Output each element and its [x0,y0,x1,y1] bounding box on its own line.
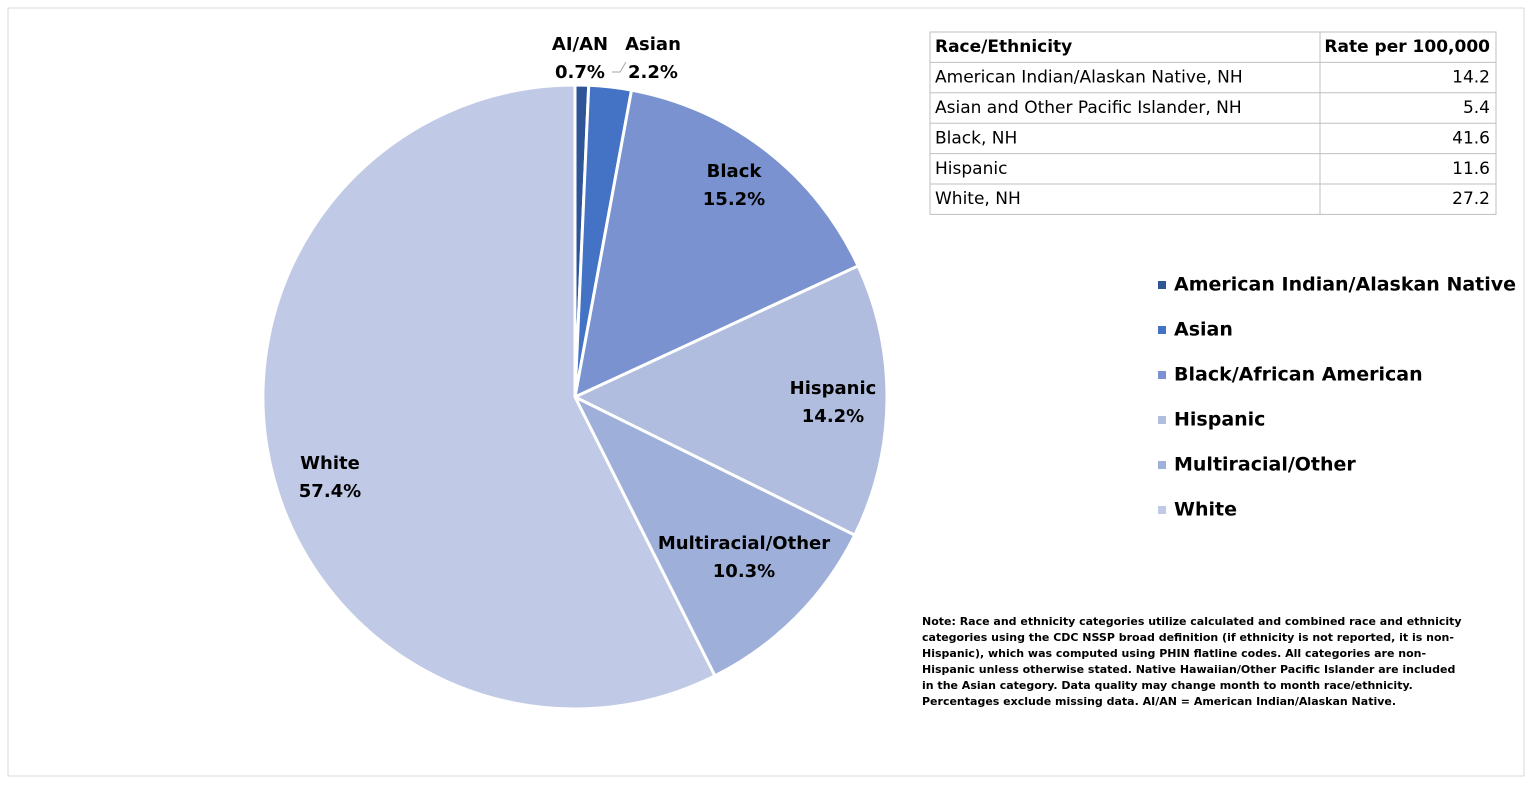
table-cell: 41.6 [1452,128,1490,148]
table-cell: White, NH [935,189,1021,209]
slice-label: AI/AN [552,34,608,55]
frame [7,7,1525,777]
slice-value-label: 0.7% [555,62,605,83]
legend-label: Black/African American [1174,364,1423,386]
table-cell: Asian and Other Pacific Islander, NH [935,98,1242,118]
pie-slice [572,88,861,400]
slice-value-label: 2.2% [628,62,678,83]
legend-label: Multiracial/Other [1174,454,1356,476]
table-header: Race/Ethnicity [935,37,1072,57]
slice-value-label: 15.2% [703,189,765,210]
table-cell: Hispanic [935,159,1007,179]
legend-label: American Indian/Alaskan Native [1174,274,1516,296]
legend-label: White [1174,499,1237,521]
legend-swatch [1158,461,1166,469]
slice-label: Black [707,161,763,182]
legend-swatch [1158,326,1166,334]
legend-swatch [1158,281,1166,289]
pie-slice [261,83,717,711]
legend-label: Asian [1174,319,1233,341]
legend-label: Hispanic [1174,409,1265,431]
slice-value-label: 14.2% [802,406,864,427]
table-cell: American Indian/Alaskan Native, NH [935,68,1243,88]
slice-label: Asian [625,34,681,55]
slice-label: Hispanic [790,378,877,399]
legend-swatch [1158,506,1166,514]
table-cell: Black, NH [935,128,1017,148]
slice-label: White [300,453,360,474]
slice-value-label: 57.4% [299,481,361,502]
leader-line [612,61,627,73]
legend-swatch [1158,416,1166,424]
note: Note: Race and ethnicity categories util… [922,615,1462,708]
pie-slice [571,263,889,538]
legend-swatch [1158,371,1166,379]
table-header: Rate per 100,000 [1324,37,1490,57]
slice-value-label: 10.3% [713,561,775,582]
table-cell: 11.6 [1452,159,1490,179]
table-cell: 14.2 [1452,68,1490,88]
table-cell: 27.2 [1452,189,1490,209]
table-cell: 5.4 [1463,98,1490,118]
slice-label: Multiracial/Other [658,533,830,554]
pie-slice [571,393,857,678]
